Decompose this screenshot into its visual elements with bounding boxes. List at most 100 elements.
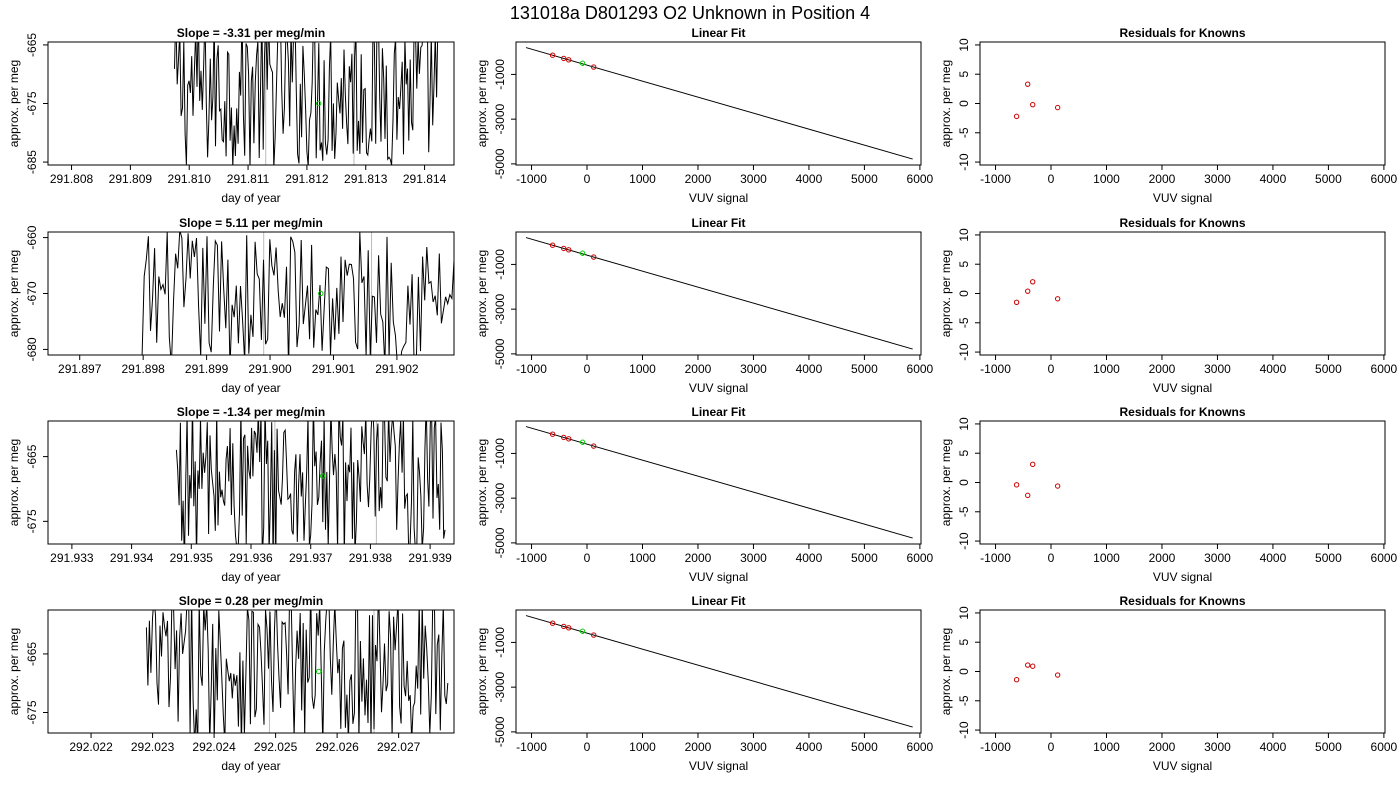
x-tick-label: 6000 xyxy=(1371,362,1398,376)
plot-area xyxy=(525,426,913,539)
unknown-point xyxy=(315,100,322,107)
y-tick-label: -5000 xyxy=(493,148,507,179)
x-tick-label: 291.900 xyxy=(248,362,292,376)
known-point xyxy=(1030,101,1036,108)
x-tick-label: 1000 xyxy=(1093,362,1120,376)
known-point xyxy=(1013,113,1020,120)
x-tick-label: 3000 xyxy=(740,740,767,754)
known-point xyxy=(549,242,556,248)
y-tick-label: -685 xyxy=(25,150,39,174)
x-tick-label: -1000 xyxy=(516,740,547,754)
x-tick-label: 6000 xyxy=(1371,172,1398,186)
x-tick-label: 5000 xyxy=(1315,551,1342,565)
y-tick-label: 0 xyxy=(957,479,971,486)
x-axis-label: day of year xyxy=(221,191,280,205)
known-point xyxy=(561,245,567,252)
y-tick-label: -5 xyxy=(957,506,971,517)
y-tick-label: -10 xyxy=(957,153,971,171)
known-point xyxy=(566,247,572,253)
fit-line xyxy=(525,426,913,539)
unknown-point xyxy=(315,668,322,675)
x-axis-label: VUV signal xyxy=(689,759,748,773)
x-tick-label: -1000 xyxy=(516,362,547,376)
data-trace xyxy=(175,421,446,544)
y-tick-label: -5000 xyxy=(493,338,507,369)
plot-area xyxy=(1013,662,1061,683)
unknown-point xyxy=(579,250,586,256)
panel-2: Slope = 5.11 per meg/min 291.897 291.898 29… xyxy=(7,216,455,395)
x-tick-label: 291.812 xyxy=(285,172,329,186)
x-tick-label: 0 xyxy=(1048,740,1055,754)
plot-area xyxy=(1013,279,1061,305)
y-axis-label: approx. per meg xyxy=(475,60,489,147)
x-tick-label: 291.901 xyxy=(312,362,356,376)
x-tick-label: 3000 xyxy=(1204,172,1231,186)
panel-4: Slope = 0.28 per meg/min 292.022 292.023 29… xyxy=(7,594,455,773)
x-tick-label: 292.024 xyxy=(192,740,236,754)
panel-10: Residuals for Knowns -1000 0 1000 2000 3000 40… xyxy=(939,216,1398,395)
x-tick-label: 0 xyxy=(1048,362,1055,376)
known-point xyxy=(1030,663,1036,669)
known-point xyxy=(561,623,567,630)
x-tick-label: 291.934 xyxy=(110,551,154,565)
x-tick-label: 291.897 xyxy=(58,362,102,376)
y-tick-label: 0 xyxy=(957,668,971,675)
x-axis-label: day of year xyxy=(221,570,280,584)
x-tick-label: 1000 xyxy=(629,172,656,186)
y-axis-label: approx. per meg xyxy=(939,250,953,337)
panel-9: Residuals for Knowns -1000 0 1000 2000 3000 40… xyxy=(939,26,1398,205)
plot-area xyxy=(1013,81,1061,120)
plot-area xyxy=(48,232,454,355)
y-tick-label: -660 xyxy=(25,225,39,249)
y-tick-label: 10 xyxy=(957,606,971,620)
known-point xyxy=(590,443,597,449)
x-tick-label: 3000 xyxy=(740,172,767,186)
panel-12: Residuals for Knowns -1000 0 1000 2000 3000 40… xyxy=(939,594,1398,773)
x-tick-label: 0 xyxy=(584,172,591,186)
y-tick-label: -1000 xyxy=(493,59,507,90)
x-axis-label: day of year xyxy=(221,759,280,773)
x-tick-label: 0 xyxy=(584,551,591,565)
y-axis-label: approx. per meg xyxy=(7,60,21,147)
panel-11: Residuals for Knowns -1000 0 1000 2000 3000 40… xyxy=(939,405,1398,584)
x-tick-label: 292.027 xyxy=(377,740,421,754)
panel-8: Linear Fit -1000 0 1000 2000 3000 4000 5000 6000… xyxy=(475,594,934,773)
known-point xyxy=(1013,482,1020,488)
plot-area xyxy=(175,421,446,544)
known-point xyxy=(1030,461,1036,468)
y-tick-label: 10 xyxy=(957,417,971,431)
known-point xyxy=(549,620,556,626)
x-tick-label: 2000 xyxy=(685,740,712,754)
panel-title: Linear Fit xyxy=(691,594,745,608)
y-tick-label: -3000 xyxy=(493,482,507,513)
y-tick-label: -5 xyxy=(957,317,971,328)
panel-title: Slope = -1.34 per meg/min xyxy=(177,405,325,419)
x-tick-label: 0 xyxy=(584,362,591,376)
x-tick-label: 291.810 xyxy=(168,172,212,186)
plot-frame xyxy=(979,609,1386,734)
y-tick-label: 0 xyxy=(957,290,971,297)
known-point xyxy=(1054,483,1061,489)
known-point xyxy=(1025,662,1031,668)
plot-frame xyxy=(979,420,1386,545)
x-tick-label: 0 xyxy=(584,740,591,754)
x-tick-label: 6000 xyxy=(907,172,934,186)
y-axis-label: approx. per meg xyxy=(939,439,953,526)
known-point xyxy=(549,52,556,58)
x-tick-label: 0 xyxy=(1048,551,1055,565)
known-point xyxy=(1054,296,1061,302)
plot-area xyxy=(525,237,913,350)
x-tick-label: 292.023 xyxy=(131,740,175,754)
y-tick-label: -3000 xyxy=(493,293,507,324)
x-axis-label: VUV signal xyxy=(689,381,748,395)
y-tick-label: -1000 xyxy=(493,627,507,658)
x-tick-label: -1000 xyxy=(980,172,1011,186)
panel-title: Residuals for Knowns xyxy=(1119,405,1245,419)
y-tick-label: -665 xyxy=(25,444,39,468)
y-axis-label: approx. per meg xyxy=(475,250,489,337)
x-tick-label: -1000 xyxy=(516,551,547,565)
known-point xyxy=(1030,279,1036,285)
plot-frame xyxy=(47,420,455,545)
y-tick-label: 5 xyxy=(957,450,971,457)
known-point xyxy=(1025,492,1031,499)
